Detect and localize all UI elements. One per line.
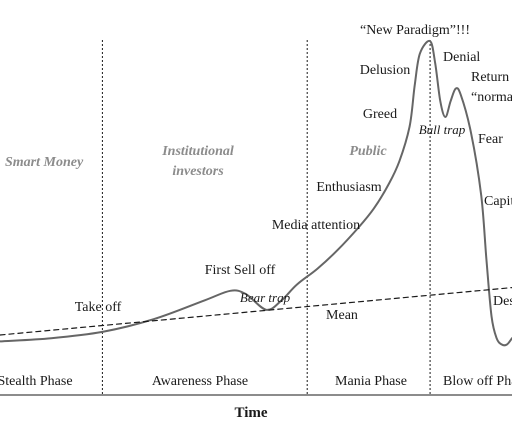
price-curve-line (0, 39, 512, 347)
annotation-despair: Despair (493, 294, 512, 309)
annotation-bear-trap: Bear trap (240, 290, 291, 305)
annotation-first-sell-off: First Sell off (205, 263, 276, 278)
phase-label-awareness: Awareness Phase (152, 374, 248, 389)
annotation-normal: “normal” (471, 90, 512, 105)
group-label-institutional-line1: Institutional (161, 144, 234, 159)
x-axis-title: Time (234, 405, 267, 421)
series-group (0, 39, 512, 347)
annotation-fear: Fear (478, 132, 503, 147)
annotation-new-paradigm: “New Paradigm”!!! (360, 23, 470, 38)
phase-label-mania: Mania Phase (335, 374, 407, 389)
phase-dividers (101, 40, 431, 395)
annotation-bull-trap: Bull trap (419, 122, 466, 137)
annotation-take-off: Take off (75, 300, 122, 315)
annotation-greed: Greed (363, 107, 397, 122)
annotation-return-to: Return to (471, 70, 512, 85)
group-label-public: Public (349, 144, 387, 159)
annotation-enthusiasm: Enthusiasm (316, 180, 381, 195)
phase-label-stealth: Stealth Phase (0, 374, 73, 389)
phase-label-blow-off: Blow off Phase (443, 374, 512, 389)
annotation-mean: Mean (326, 308, 358, 323)
annotation-denial: Denial (443, 50, 480, 65)
annotation-delusion: Delusion (360, 63, 411, 78)
annotation-media-attention: Media attention (272, 218, 360, 233)
annotation-capitulation: Capitulation (484, 194, 512, 209)
group-label-institutional-line2: investors (172, 164, 224, 179)
mean-dashed-line (0, 287, 512, 336)
group-label-smart-money: Smart Money (5, 155, 84, 170)
